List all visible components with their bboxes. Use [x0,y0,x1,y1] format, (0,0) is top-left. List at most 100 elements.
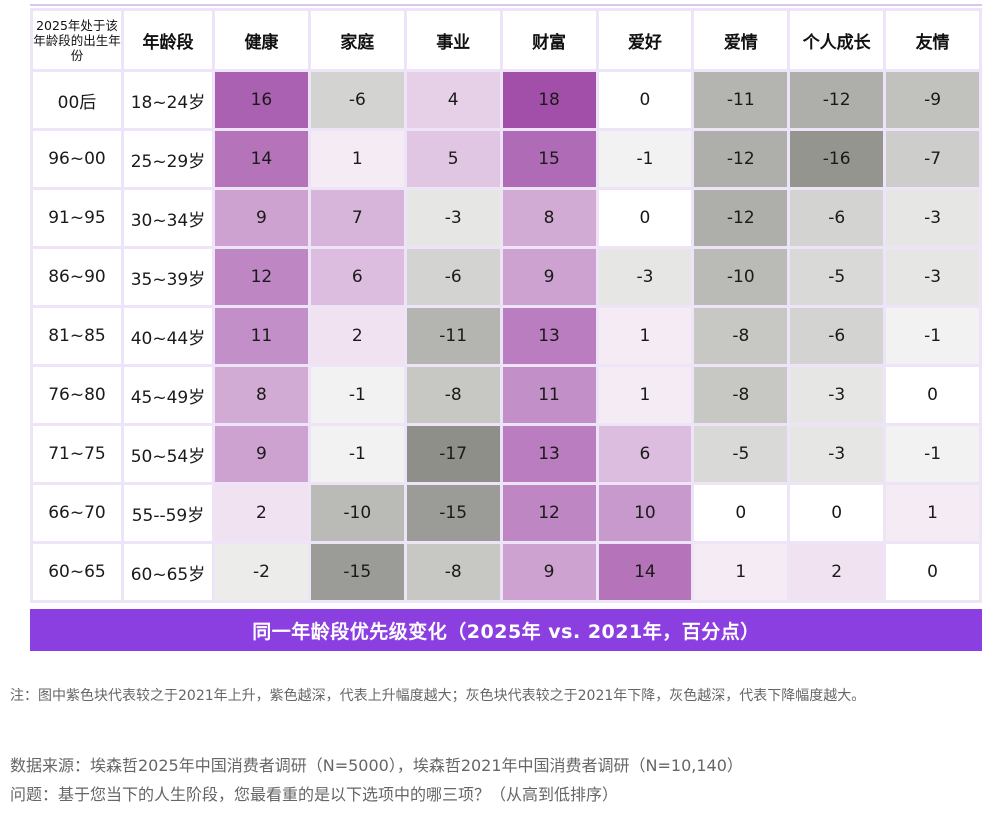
heat-cell: 4 [406,72,500,128]
heat-cell: -6 [406,249,500,305]
heat-cell: -5 [694,426,788,482]
table-row: 81~85 40~44岁 11 2 -11 13 1 -8 -6 -1 [33,308,979,364]
age-group-label: 55--59岁 [124,485,212,541]
table-row: 66~70 55--59岁 2 -10 -15 12 10 0 0 1 [33,485,979,541]
heat-cell: 1 [886,485,979,541]
heat-cell: -16 [790,131,884,187]
heat-cell: 2 [310,308,404,364]
column-header: 爱好 [598,11,692,69]
heat-cell: -1 [310,426,404,482]
heat-cell: 2 [790,544,884,600]
column-header: 友情 [886,11,979,69]
birth-year-label: 81~85 [33,308,121,364]
heat-cell: 0 [598,190,692,246]
birth-year-label: 86~90 [33,249,121,305]
table-row: 91~95 30~34岁 9 7 -3 8 0 -12 -6 -3 [33,190,979,246]
heat-cell: 15 [502,131,596,187]
birth-year-label: 60~65 [33,544,121,600]
column-header: 财富 [502,11,596,69]
heat-cell: 8 [215,367,308,423]
heat-cell: 0 [790,485,884,541]
table-row: 71~75 50~54岁 9 -1 -17 13 6 -5 -3 -1 [33,426,979,482]
age-group-label: 40~44岁 [124,308,212,364]
heat-cell: -11 [406,308,500,364]
heat-cell: 1 [598,367,692,423]
heatmap-table-wrapper: 2025年处于该年龄段的出生年份 年龄段 健康 家庭 事业 财富 爱好 爱情 个人成长 友情 … [30,8,982,603]
heat-cell: 9 [215,190,308,246]
heat-cell: -12 [694,131,788,187]
age-group-label: 18~24岁 [124,72,212,128]
heat-cell: 0 [694,485,788,541]
heat-cell: 5 [406,131,500,187]
table-row: 60~65 60~65岁 -2 -15 -8 9 14 1 2 0 [33,544,979,600]
heat-cell: -9 [886,72,979,128]
heat-cell: 11 [215,308,308,364]
birth-year-label: 71~75 [33,426,121,482]
heat-cell: 12 [215,249,308,305]
heat-cell: 9 [215,426,308,482]
heat-cell: -15 [406,485,500,541]
age-group-label: 60~65岁 [124,544,212,600]
age-group-label: 35~39岁 [124,249,212,305]
heat-cell: -12 [694,190,788,246]
birth-year-header: 2025年处于该年龄段的出生年份 [33,11,121,69]
header-row: 2025年处于该年龄段的出生年份 年龄段 健康 家庭 事业 财富 爱好 爱情 个人成长 友情 [33,11,979,69]
heat-cell: -3 [790,426,884,482]
heat-cell: -6 [790,190,884,246]
birth-year-label: 66~70 [33,485,121,541]
heat-cell: -11 [694,72,788,128]
column-header: 家庭 [310,11,404,69]
heat-cell: -1 [310,367,404,423]
age-group-label: 45~49岁 [124,367,212,423]
heat-cell: -7 [886,131,979,187]
heat-cell: 9 [502,544,596,600]
heat-cell: -1 [886,308,979,364]
birth-year-label: 91~95 [33,190,121,246]
survey-question: 问题：基于您当下的人生阶段，您最看重的是以下选项中的哪三项？（从高到低排序） [10,785,619,804]
heat-cell: 11 [502,367,596,423]
heat-cell: 9 [502,249,596,305]
table-row: 76~80 45~49岁 8 -1 -8 11 1 -8 -3 0 [33,367,979,423]
heat-cell: 6 [310,249,404,305]
heat-cell: -8 [406,544,500,600]
heatmap-table: 2025年处于该年龄段的出生年份 年龄段 健康 家庭 事业 财富 爱好 爱情 个人成长 友情 … [30,8,982,603]
heat-cell: -17 [406,426,500,482]
footnote: 注：图中紫色块代表较之于2021年上升，紫色越深，代表上升幅度越大；灰色块代表较… [10,688,866,704]
heat-cell: 7 [310,190,404,246]
heat-cell: 10 [598,485,692,541]
heat-cell: -3 [886,190,979,246]
heat-cell: -3 [598,249,692,305]
heat-cell: 14 [598,544,692,600]
top-rule [30,4,982,12]
heat-cell: -12 [790,72,884,128]
heat-cell: 12 [502,485,596,541]
chart-caption: 同一年龄段优先级变化（2025年 vs. 2021年，百分点） [30,609,982,651]
age-group-label: 50~54岁 [124,426,212,482]
heat-cell: -1 [886,426,979,482]
heat-cell: 18 [502,72,596,128]
table-row: 96~00 25~29岁 14 1 5 15 -1 -12 -16 -7 [33,131,979,187]
heatmap-body: 00后 18~24岁 16 -6 4 18 0 -11 -12 -9 96~00 25~29岁 14 1 5… [33,72,979,600]
column-header: 爱情 [694,11,788,69]
age-group-label: 25~29岁 [124,131,212,187]
age-group-header: 年龄段 [124,11,212,69]
heat-cell: 14 [215,131,308,187]
heat-cell: -3 [406,190,500,246]
column-header: 健康 [215,11,308,69]
birth-year-label: 96~00 [33,131,121,187]
heat-cell: -10 [310,485,404,541]
heat-cell: -5 [790,249,884,305]
heat-cell: -3 [886,249,979,305]
heat-cell: 0 [886,544,979,600]
heat-cell: 0 [598,72,692,128]
column-header: 事业 [406,11,500,69]
heat-cell: 6 [598,426,692,482]
heat-cell: 1 [694,544,788,600]
birth-year-label: 00后 [33,72,121,128]
heat-cell: -2 [215,544,308,600]
heat-cell: -8 [406,367,500,423]
heat-cell: -6 [790,308,884,364]
heat-cell: -1 [598,131,692,187]
data-source: 数据来源：埃森哲2025年中国消费者调研（N=5000），埃森哲2021年中国消… [10,756,743,775]
heat-cell: -6 [310,72,404,128]
